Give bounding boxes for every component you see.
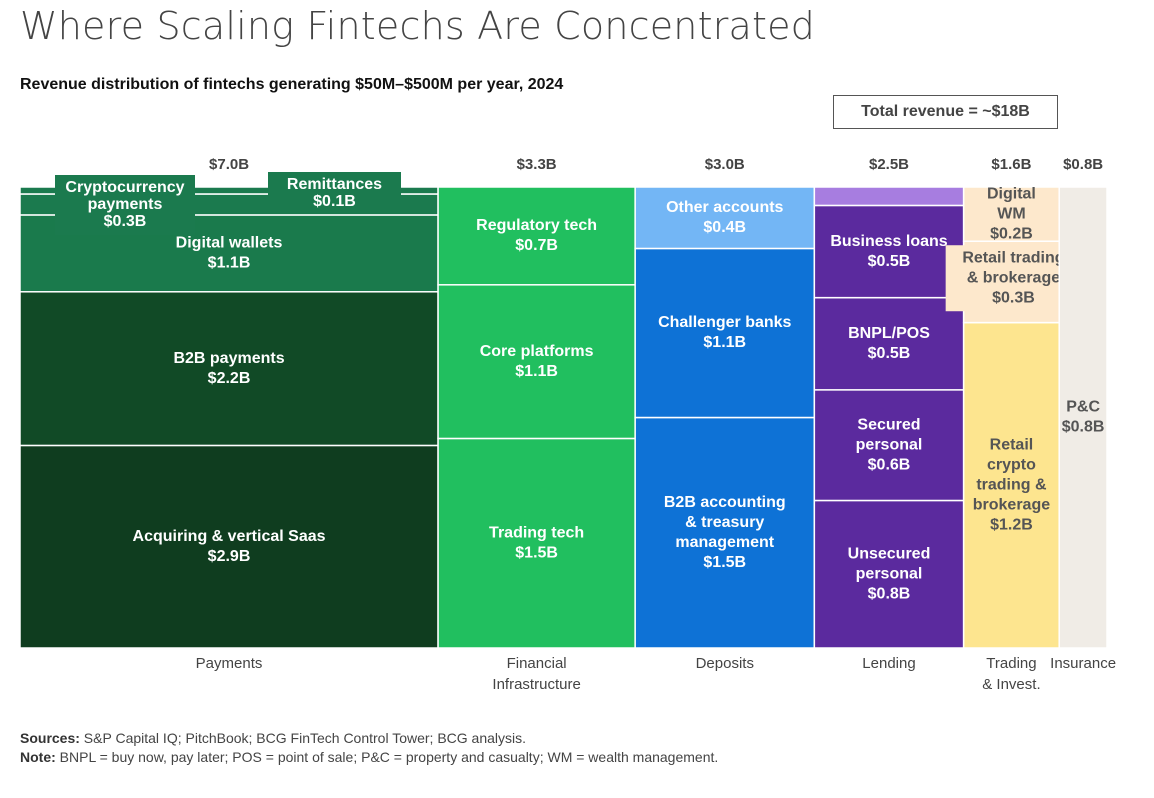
sources-line: Sources: S&P Capital IQ; PitchBook; BCG …: [20, 730, 526, 746]
segment-label: Digital: [987, 185, 1036, 202]
column-total-label: $0.8B: [1063, 156, 1103, 173]
segment-label: $1.1B: [515, 363, 558, 380]
segment-label: Remittances: [287, 176, 382, 193]
segment-bar: [634, 186, 816, 250]
segment-label: Challenger banks: [658, 314, 791, 331]
note-label: Note:: [20, 749, 56, 765]
segment-label: P&C: [1066, 399, 1100, 416]
segment-label: $0.5B: [868, 345, 911, 362]
segment-label: $2.2B: [208, 370, 251, 387]
segment-label: payments: [88, 196, 163, 213]
category-label: Deposits: [696, 655, 754, 672]
column-total-label: $2.5B: [869, 156, 909, 173]
segment-label: $0.3B: [992, 289, 1035, 306]
segment-label: $1.1B: [208, 255, 251, 272]
segment-label: $0.8B: [868, 585, 911, 602]
segment-label: Regulatory tech: [476, 217, 597, 234]
category-label: Financial: [507, 655, 567, 672]
segment-label: $1.5B: [703, 554, 746, 571]
segment-label: $1.5B: [515, 544, 558, 561]
segment-label: $0.1B: [313, 193, 356, 210]
category-label: & Invest.: [982, 676, 1040, 693]
category-label: Insurance: [1050, 655, 1116, 672]
segment-bar: [634, 247, 816, 419]
segment-label: $1.1B: [703, 334, 746, 351]
segment-bar: [19, 444, 439, 649]
segment-label: Acquiring & vertical Saas: [133, 528, 326, 545]
chart-subtitle: Revenue distribution of fintechs generat…: [20, 76, 564, 93]
total-revenue-box: Total revenue = ~$18B: [833, 95, 1058, 129]
segment-bar: [437, 186, 636, 286]
segment-bar: [962, 186, 1060, 242]
segment-label: $0.3B: [104, 213, 147, 230]
segment-bar: [813, 204, 965, 299]
segment-label: WM: [997, 205, 1025, 222]
segment-label: $0.5B: [868, 253, 911, 270]
segment-label: $0.8B: [1062, 419, 1105, 436]
segment-label: $0.4B: [703, 219, 746, 236]
column-total-label: $7.0B: [209, 156, 249, 173]
segment-label: Secured: [857, 416, 920, 433]
segment-label: Trading tech: [489, 524, 584, 541]
callout-box: [55, 175, 195, 235]
note-text: BNPL = buy now, pay later; POS = point o…: [55, 749, 719, 765]
column-total-label: $3.3B: [517, 156, 557, 173]
category-label: Infrastructure: [492, 676, 580, 693]
sources-text: S&P Capital IQ; PitchBook; BCG FinTech C…: [79, 730, 527, 746]
chart-title: Where Scaling Fintechs Are Concentrated: [20, 4, 816, 48]
segment-label: Core platforms: [480, 343, 594, 360]
segment-label: personal: [856, 436, 923, 453]
segment-label: Digital wallets: [176, 235, 283, 252]
segment-label: $2.9B: [208, 548, 251, 565]
segment-label: trading &: [976, 477, 1047, 494]
segment-bar: [813, 186, 965, 207]
segment-label: Other accounts: [666, 199, 783, 216]
segment-label: BNPL/POS: [848, 325, 930, 342]
segment-bar: [813, 499, 965, 649]
segment-bar: [19, 291, 439, 447]
segment-bar: [634, 416, 816, 649]
segment-label: Retail trading: [962, 249, 1064, 266]
segment-bar: [437, 437, 636, 649]
segment-label: B2B accounting: [664, 494, 786, 511]
segment-label: $0.6B: [868, 456, 911, 473]
column-total-label: $1.6B: [991, 156, 1031, 173]
category-label: Lending: [862, 655, 915, 672]
segment-label: & brokerage: [967, 269, 1060, 286]
sources-label: Sources:: [20, 730, 80, 746]
category-label: Payments: [196, 655, 263, 672]
segment-label: Business loans: [830, 233, 947, 250]
segment-label: Cryptocurrency: [65, 179, 184, 196]
column-total-label: $3.0B: [705, 156, 745, 173]
segment-label: brokerage: [973, 497, 1050, 514]
segment-bar: [962, 321, 1060, 649]
segment-label: $0.7B: [515, 237, 558, 254]
segment-label: & treasury: [685, 514, 764, 531]
segment-label: crypto: [987, 457, 1036, 474]
callout-box: [268, 172, 401, 214]
segment-label: $1.2B: [990, 517, 1033, 534]
segment-label: $0.2B: [990, 225, 1033, 242]
segment-bar: [1058, 186, 1108, 649]
segment-label: management: [675, 534, 774, 551]
segment-label: Unsecured: [848, 545, 931, 562]
category-label: Trading: [986, 655, 1036, 672]
note-line: Note: BNPL = buy now, pay later; POS = p…: [20, 749, 718, 765]
segment-bar: [437, 284, 636, 440]
segment-bar: [813, 296, 965, 391]
segment-label: Retail: [990, 437, 1034, 454]
segment-label: B2B payments: [173, 350, 284, 367]
segment-label: personal: [856, 565, 923, 582]
